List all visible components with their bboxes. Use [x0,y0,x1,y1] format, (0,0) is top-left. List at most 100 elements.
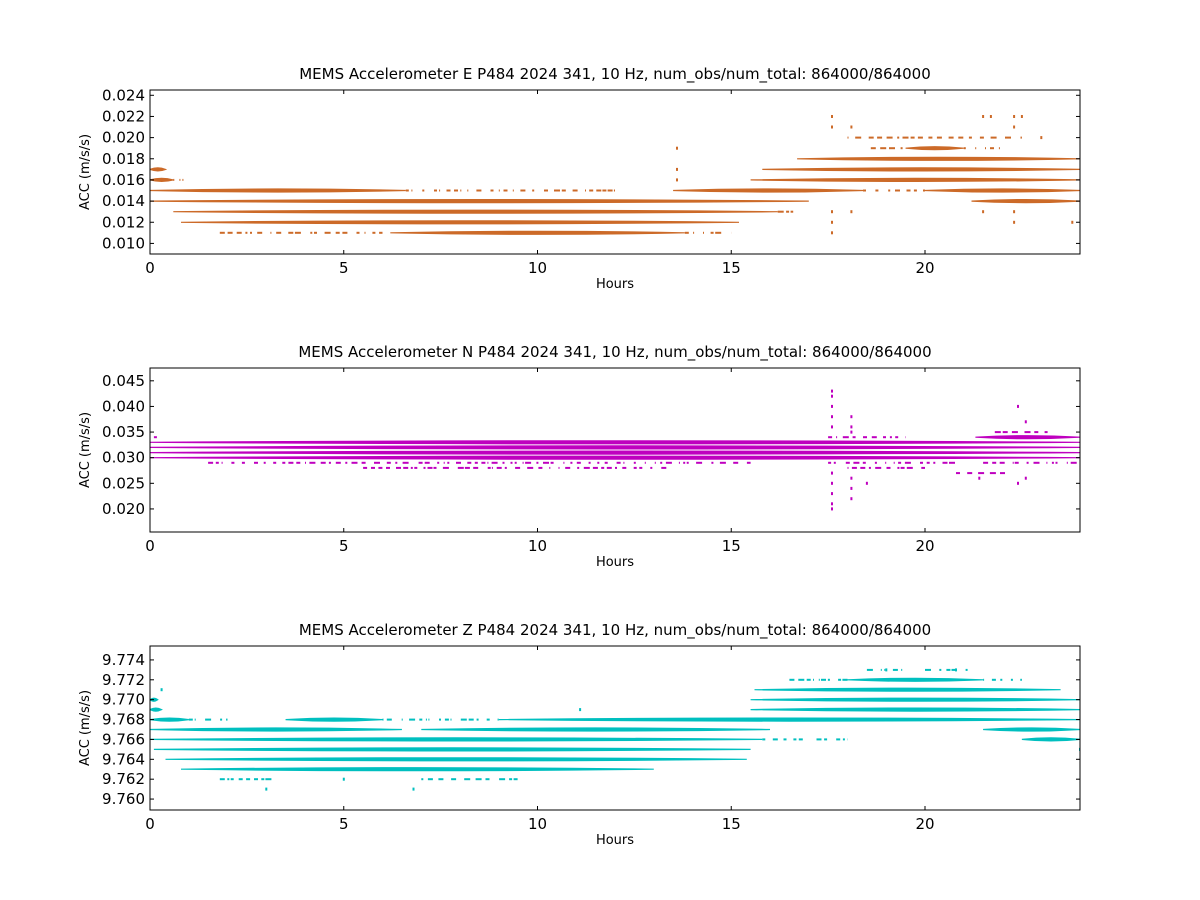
panel-n-sparse-mark [305,461,306,464]
panel-n-sparse-mark [862,461,866,464]
panel-z-ytick-label: 9.762 [102,770,145,788]
panel-n-sparse-mark [514,461,517,464]
panel-n-sparse-mark [683,461,686,464]
panel-n-outlier-4 [831,425,833,429]
panel-z-band-4-2 [983,727,1080,732]
panel-e-outlier-16 [1013,220,1016,224]
panel-n-sparse-3-0 [994,431,1048,434]
panel-n-sparse-mark [335,461,341,464]
panel-z-sparse-mark [513,778,518,781]
panel-n-sparse-0-0 [208,461,751,464]
panel-n-outlier-20 [1024,420,1027,424]
panel-n-sparse-mark [897,466,900,469]
panel-z-sparse-mark [230,778,234,781]
panel-z-sparse-mark [838,678,842,681]
panel-e-sparse-mark [512,189,514,192]
panel-e-band-3-2 [924,188,1080,193]
panel-z-axes-frame [149,645,1081,811]
panel-z-sparse-mark [1020,678,1022,681]
panel-n-sparse-mark [926,461,930,464]
panel-n-sparse-mark [309,461,316,464]
panel-e-outlier-18 [1040,136,1043,140]
panel-n-sparse-mark [1024,431,1031,434]
panel-n-sparse-mark [447,461,450,464]
panel-e-outlier-0 [676,146,678,150]
panel-n-sparse-mark [457,466,464,469]
panel-z-band-4-1 [421,727,771,732]
panel-n-sparse-mark [473,466,479,469]
panel-n-sparse-mark [842,436,849,439]
panel-n-ytick-label: 0.025 [102,474,145,492]
panel-e-outlier-3 [831,115,833,118]
panel-n-sparse-mark [456,461,461,464]
panel-z-sparse-mark [427,778,433,781]
panel-e-sparse-mark [173,178,175,181]
panel-z-sparse-mark [901,668,903,671]
panel-e-band-5-1 [762,167,1080,172]
panel-z-sparse-mark [951,668,957,671]
panel-e-sparse-mark [554,189,560,192]
panel-e-sparse-mark [270,231,272,234]
panel-n-sparse-mark [933,461,936,464]
panel-n-outlier-6 [831,481,833,485]
panel-e-ytick-label: 0.010 [102,234,145,252]
panel-z-sparse-4-0 [762,738,803,741]
panel-n-sparse-mark [570,461,573,464]
panel-e-sparse-mark [607,189,613,192]
panel-e-sparse-mark [602,189,607,192]
panel-n-sparse-mark [396,466,401,469]
panel-n-sparse-mark [956,472,960,475]
panel-n-sparse-1-0 [363,466,667,469]
panel-e-outlier-7 [831,231,833,235]
panel-e-outlier-19 [1071,220,1074,224]
panel-e-sparse-mark [786,210,790,213]
panel-n-sparse-mark [427,466,433,469]
panel-n-sparse-mark [538,466,543,469]
panel-n-outlier-17 [978,476,981,480]
panel-n-sparse-mark [921,466,925,469]
panel-e-band-7-0 [905,146,964,151]
panel-e-sparse-0-0 [219,231,383,234]
panel-n-outlier-1 [831,394,833,398]
panel-z-sparse-mark [421,778,424,781]
panel-z-band-7-1 [750,697,1080,702]
panel-e-sparse-mark [544,189,548,192]
panel-e-ytick-label: 0.014 [102,192,145,210]
panel-n-sparse-mark [563,461,565,464]
panel-z-sparse-mark [798,738,803,741]
panel-n-outlier-12 [850,430,853,434]
panel-n-sparse-mark [504,466,507,469]
panel-z-sparse-mark [382,718,384,721]
panel-n-sparse-mark [895,436,899,439]
panel-z-sparse-mark [468,718,474,721]
panel-n-sparse-mark [527,466,534,469]
panel-n-ytick-label: 0.030 [102,449,145,467]
panel-n-sparse-mark [403,466,409,469]
panel-z-sparse-mark [485,778,490,781]
panel-e-ylabel: ACC (m/s/s) [78,134,93,210]
panel-z-xtick-label: 20 [915,815,934,833]
panel-e-sparse-mark [294,231,301,234]
panel-z-band-5-2 [498,717,1080,722]
panel-e-sparse-mark [868,136,874,139]
panel-n-sparse-mark [650,466,653,469]
panel-z-sparse-mark [798,678,805,681]
panel-z-band-6-0 [150,707,163,712]
panel-n-sparse-mark [606,466,612,469]
panel-n-title: MEMS Accelerometer N P484 2024 341, 10 H… [298,343,931,362]
panel-z-sparse-mark [946,668,951,671]
panel-n-sparse-mark [852,436,856,439]
panel-z-band-0-0 [180,767,654,772]
panel-z-sparse-2-1 [983,678,1022,681]
panel-z-band-9-0 [847,677,984,682]
panel-z-sparse-0-1 [421,778,518,781]
panel-z-ytick-label: 9.774 [102,651,145,669]
panel-n-sparse-4-0 [956,472,1005,475]
panel-n-sparse-mark [487,461,489,464]
panel-n-sparse-mark [583,466,590,469]
panel-e-sparse-mark [968,136,972,139]
panel-e-band-2-1 [971,199,1080,204]
panel-e-xtick-label: 10 [528,259,547,277]
panel-n-sparse-mark [615,466,617,469]
